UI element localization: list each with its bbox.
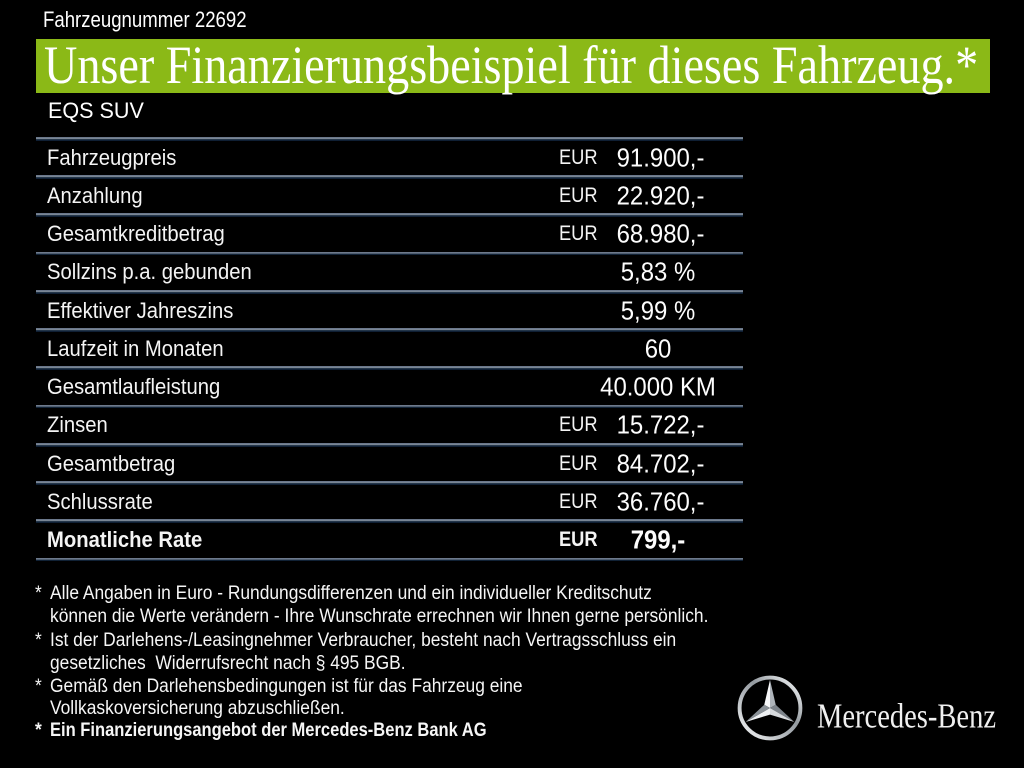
svg-text:Mercedes-Benz: Mercedes-Benz bbox=[817, 697, 996, 736]
